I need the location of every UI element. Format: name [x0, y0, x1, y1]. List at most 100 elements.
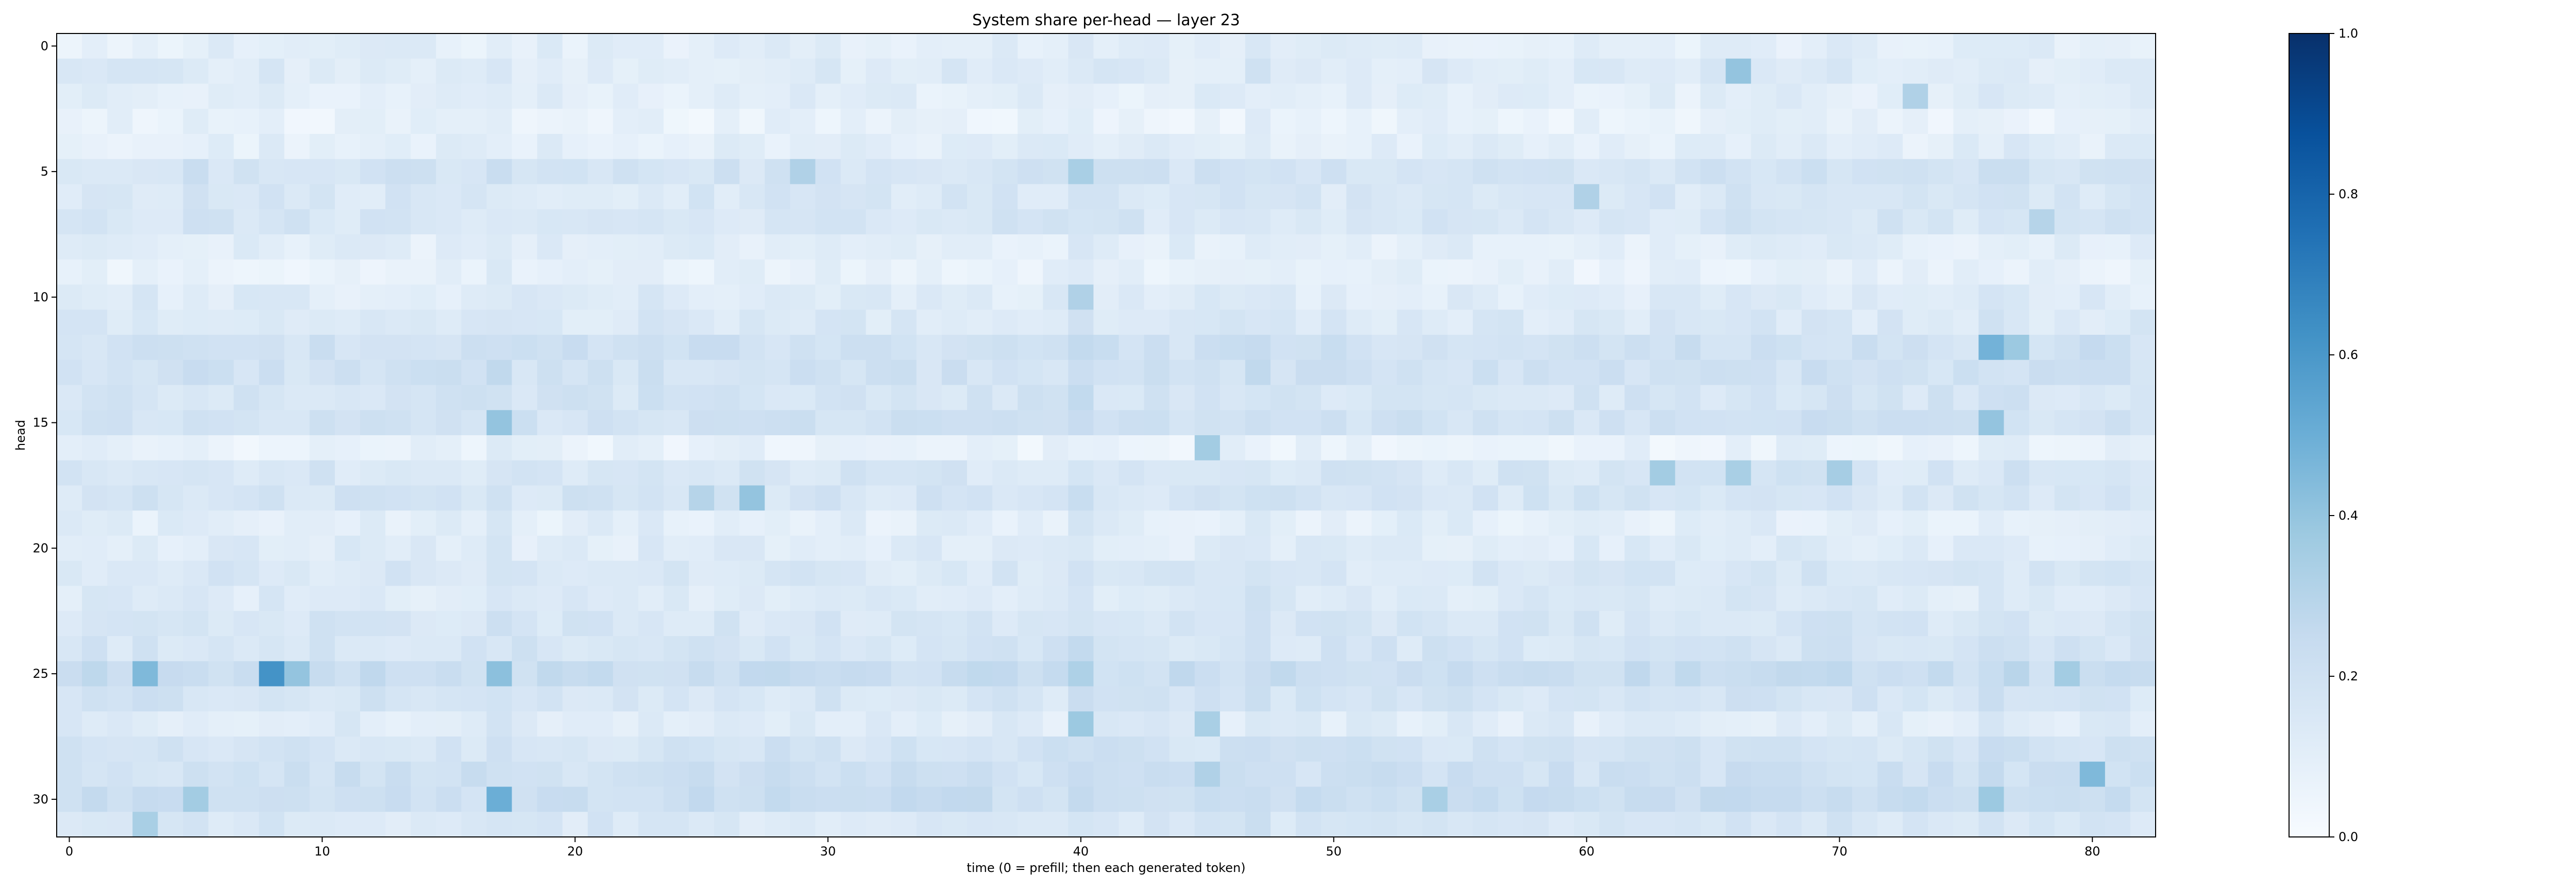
heatmap-cell [587, 83, 614, 109]
heatmap-cell [1118, 410, 1145, 436]
heatmap-cell [1725, 460, 1752, 486]
heatmap-cell [1751, 385, 1777, 410]
heatmap-cell [107, 109, 133, 134]
heatmap-cell [1144, 761, 1170, 788]
heatmap-cell [1194, 536, 1221, 561]
heatmap-cell [1523, 485, 1549, 511]
heatmap-cell [562, 786, 588, 812]
heatmap-cell [537, 435, 563, 461]
heatmap-cell [587, 812, 614, 837]
heatmap-cell [82, 234, 108, 260]
heatmap-cell [1700, 711, 1726, 737]
heatmap-cell [815, 134, 841, 160]
heatmap-cell [1903, 310, 1928, 335]
heatmap-cell [1498, 360, 1524, 386]
heatmap-cell [1776, 410, 1802, 436]
heatmap-cell [208, 284, 234, 310]
heatmap-cell [562, 410, 588, 436]
heatmap-cell [1296, 485, 1321, 511]
heatmap-cell [486, 812, 513, 837]
heatmap-cell [309, 159, 335, 185]
heatmap-cell [1776, 485, 1802, 511]
heatmap-cell [815, 410, 841, 436]
heatmap-cell [1321, 812, 1347, 837]
heatmap-cell [1725, 134, 1752, 160]
heatmap-cell [436, 435, 462, 461]
heatmap-cell [158, 58, 184, 84]
heatmap-cell [916, 310, 942, 335]
heatmap-cell [309, 661, 335, 687]
heatmap-cell [1068, 737, 1094, 762]
heatmap-cell [360, 184, 386, 210]
heatmap-cell [815, 284, 841, 310]
heatmap-cell [1978, 184, 2005, 210]
heatmap-cell [1118, 711, 1145, 737]
heatmap-cell [233, 209, 260, 235]
heatmap-cell [334, 209, 361, 235]
heatmap-cell [2130, 611, 2156, 637]
heatmap-cell [183, 485, 209, 511]
heatmap-cell [1422, 611, 1448, 637]
heatmap-cell [941, 109, 968, 134]
heatmap-cell [2130, 209, 2156, 235]
heatmap-cell [840, 686, 867, 712]
heatmap-cell [411, 310, 436, 335]
heatmap-cell [284, 737, 310, 762]
heatmap-cell [385, 536, 411, 561]
heatmap-cell [1953, 786, 1979, 812]
heatmap-cell [360, 636, 386, 662]
heatmap-cell [1498, 711, 1524, 737]
heatmap-cell [1144, 435, 1170, 461]
y-axis-label: head [13, 420, 28, 451]
heatmap-cell [1498, 284, 1524, 310]
heatmap-cell [183, 385, 209, 410]
heatmap-cell [562, 435, 588, 461]
heatmap-cell [1321, 786, 1347, 812]
heatmap-cell [2079, 234, 2106, 260]
heatmap-cell [1650, 310, 1675, 335]
heatmap-cell [2105, 812, 2131, 837]
heatmap-cell [790, 360, 816, 386]
heatmap-cell [1523, 711, 1549, 737]
heatmap-cell [208, 184, 234, 210]
heatmap-cell [1877, 83, 1903, 109]
heatmap-cell [1371, 184, 1398, 210]
heatmap-cell [1194, 234, 1221, 260]
heatmap-cell [2130, 310, 2156, 335]
heatmap-cell [1346, 737, 1372, 762]
heatmap-cell [360, 460, 386, 486]
heatmap-cell [1574, 611, 1600, 637]
heatmap-cell [1826, 786, 1853, 812]
heatmap-cell [2130, 83, 2156, 109]
heatmap-cell [1574, 636, 1600, 662]
heatmap-cell [1043, 586, 1069, 611]
heatmap-cell [309, 234, 335, 260]
heatmap-cell [1953, 184, 1979, 210]
heatmap-cell [2054, 786, 2080, 812]
heatmap-cell [82, 611, 108, 637]
heatmap-cell [1346, 109, 1372, 134]
heatmap-cell [739, 83, 765, 109]
heatmap-cell [1498, 560, 1524, 587]
heatmap-cell [664, 761, 689, 788]
heatmap-cell [2029, 435, 2055, 461]
heatmap-cell [638, 560, 664, 587]
heatmap-cell [259, 611, 285, 637]
heatmap-cell [1953, 536, 1979, 561]
heatmap-cell [1018, 560, 1043, 587]
heatmap-cell [2004, 134, 2030, 160]
heatmap-cell [486, 485, 513, 511]
heatmap-cell [1447, 209, 1473, 235]
heatmap-cell [1725, 786, 1752, 812]
heatmap-cell [486, 310, 513, 335]
heatmap-cell [941, 661, 968, 687]
heatmap-cell [739, 58, 765, 84]
heatmap-cell [2130, 284, 2156, 310]
heatmap-cell [2079, 510, 2106, 536]
heatmap-cell [1700, 611, 1726, 637]
heatmap-cell [1118, 586, 1145, 611]
heatmap-cell [233, 385, 260, 410]
heatmap-cell [1852, 335, 1878, 361]
heatmap-cell [992, 786, 1018, 812]
heatmap-cell [461, 636, 487, 662]
